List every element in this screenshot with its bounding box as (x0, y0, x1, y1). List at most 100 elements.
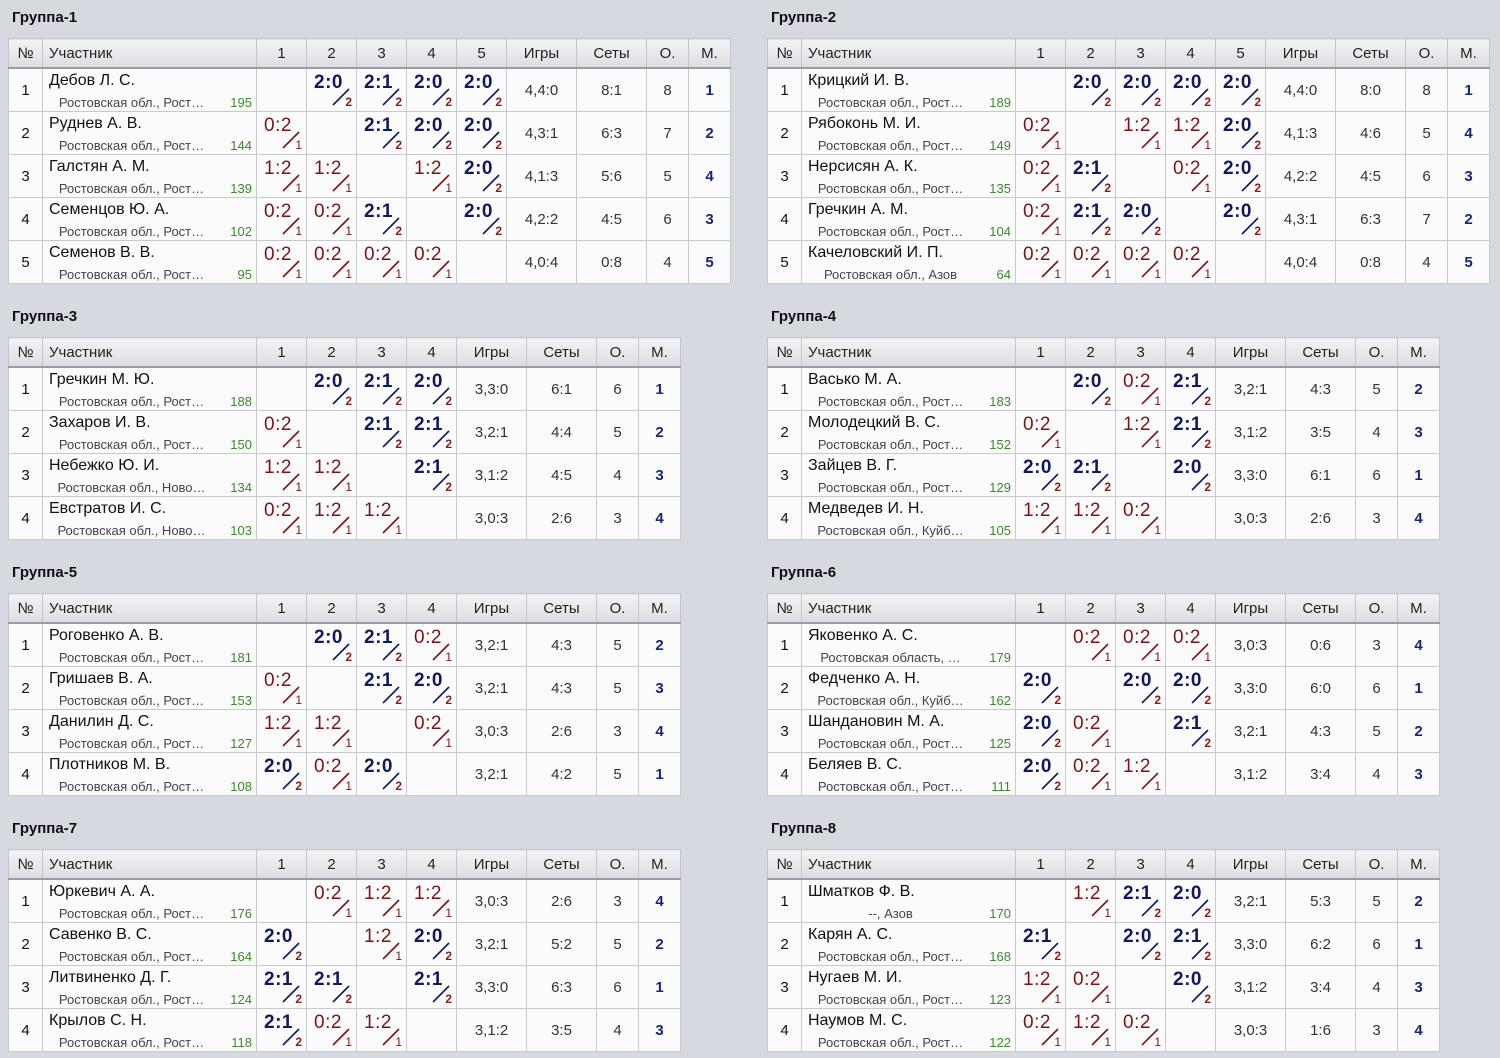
match-result-cell[interactable]: 2:1 2 (356, 410, 407, 454)
match-result-cell[interactable]: 1:2 1 (1065, 1008, 1116, 1052)
header-participant[interactable]: Участник (42, 337, 257, 368)
header-opponent-col[interactable]: 4 (406, 337, 457, 368)
match-result-cell[interactable]: 0:2 1 (306, 1008, 357, 1052)
match-result-cell[interactable]: 2:1 2 (1165, 410, 1216, 454)
player-name[interactable]: Евстратов И. С. (49, 500, 167, 517)
header-no[interactable]: № (767, 849, 802, 880)
match-result-cell[interactable]: 2:0 2 (406, 666, 457, 710)
header-sets[interactable]: Сеты (1285, 593, 1356, 624)
match-result-cell[interactable]: 1:2 1 (1115, 410, 1166, 454)
match-result-cell[interactable]: 1:2 1 (306, 154, 357, 198)
header-sets[interactable]: Сеты (1335, 38, 1406, 69)
header-opponent-col[interactable]: 1 (1015, 849, 1066, 880)
player-name[interactable]: Семенцов Ю. А. (49, 201, 170, 218)
header-opponent-col[interactable]: 1 (256, 593, 307, 624)
header-opponent-col[interactable]: 3 (356, 38, 407, 69)
header-opponent-col[interactable]: 3 (1115, 337, 1166, 368)
match-result-cell[interactable]: 0:2 1 (256, 197, 307, 241)
player-name[interactable]: Захаров И. В. (49, 414, 151, 431)
match-result-cell[interactable]: 1:2 1 (1115, 752, 1166, 796)
player-name[interactable]: Небежко Ю. И. (49, 457, 160, 474)
header-opponent-col[interactable]: 4 (1165, 337, 1216, 368)
player-name[interactable]: Галстян А. М. (49, 158, 150, 175)
match-result-cell[interactable]: 2:0 2 (1065, 366, 1116, 411)
header-sets[interactable]: Сеты (1285, 849, 1356, 880)
match-result-cell[interactable]: 2:0 2 (1165, 67, 1216, 112)
match-result-cell[interactable]: 2:0 2 (1115, 197, 1166, 241)
match-result-cell[interactable]: 0:2 1 (1015, 410, 1066, 454)
header-participant[interactable]: Участник (801, 38, 1016, 69)
match-result-cell[interactable]: 2:0 2 (406, 366, 457, 411)
header-participant[interactable]: Участник (801, 849, 1016, 880)
header-place[interactable]: М. (638, 593, 681, 624)
match-result-cell[interactable]: 2:0 2 (1215, 154, 1266, 198)
match-result-cell[interactable]: 1:2 1 (356, 496, 407, 540)
match-result-cell[interactable]: 0:2 1 (1015, 154, 1066, 198)
match-result-cell[interactable]: 2:1 2 (1065, 197, 1116, 241)
match-result-cell[interactable]: 2:1 2 (1165, 709, 1216, 753)
match-result-cell[interactable]: 2:0 2 (306, 366, 357, 411)
player-name[interactable]: Данилин Д. С. (49, 713, 154, 730)
match-result-cell[interactable]: 2:1 2 (406, 965, 457, 1009)
header-opponent-col[interactable]: 2 (306, 38, 357, 69)
match-result-cell[interactable]: 0:2 1 (1065, 240, 1116, 284)
header-sets[interactable]: Сеты (526, 849, 597, 880)
header-place[interactable]: М. (1397, 849, 1440, 880)
match-result-cell[interactable]: 2:0 2 (1165, 453, 1216, 497)
header-opponent-col[interactable]: 5 (1215, 38, 1266, 69)
player-name[interactable]: Руднев А. В. (49, 115, 142, 132)
header-games[interactable]: Игры (456, 337, 527, 368)
match-result-cell[interactable]: 2:1 2 (356, 67, 407, 112)
header-sets[interactable]: Сеты (526, 593, 597, 624)
match-result-cell[interactable]: 0:2 1 (1065, 965, 1116, 1009)
header-opponent-col[interactable]: 5 (456, 38, 507, 69)
match-result-cell[interactable]: 0:2 1 (1115, 622, 1166, 667)
header-opponent-col[interactable]: 3 (356, 593, 407, 624)
header-no[interactable]: № (8, 849, 43, 880)
match-result-cell[interactable]: 1:2 1 (1065, 496, 1116, 540)
match-result-cell[interactable]: 1:2 1 (306, 709, 357, 753)
header-opponent-col[interactable]: 2 (1065, 849, 1116, 880)
header-opponent-col[interactable]: 1 (1015, 38, 1066, 69)
header-points[interactable]: О. (1355, 593, 1398, 624)
match-result-cell[interactable]: 2:0 2 (1215, 111, 1266, 155)
match-result-cell[interactable]: 2:0 2 (256, 922, 307, 966)
match-result-cell[interactable]: 2:1 2 (356, 111, 407, 155)
match-result-cell[interactable]: 0:2 1 (256, 111, 307, 155)
match-result-cell[interactable]: 0:2 1 (1115, 1008, 1166, 1052)
match-result-cell[interactable]: 2:0 2 (406, 922, 457, 966)
header-opponent-col[interactable]: 2 (1065, 38, 1116, 69)
match-result-cell[interactable]: 2:1 2 (356, 622, 407, 667)
match-result-cell[interactable]: 2:1 2 (356, 666, 407, 710)
header-opponent-col[interactable]: 4 (1165, 593, 1216, 624)
header-points[interactable]: О. (1355, 849, 1398, 880)
match-result-cell[interactable]: 2:0 2 (1065, 67, 1116, 112)
header-games[interactable]: Игры (456, 593, 527, 624)
match-result-cell[interactable]: 2:0 2 (306, 622, 357, 667)
header-no[interactable]: № (8, 38, 43, 69)
player-name[interactable]: Юркевич А. А. (49, 883, 156, 900)
match-result-cell[interactable]: 0:2 1 (1115, 366, 1166, 411)
header-games[interactable]: Игры (1215, 849, 1286, 880)
match-result-cell[interactable]: 0:2 1 (256, 240, 307, 284)
header-opponent-col[interactable]: 1 (1015, 337, 1066, 368)
match-result-cell[interactable]: 0:2 1 (256, 666, 307, 710)
match-result-cell[interactable]: 2:0 2 (1115, 666, 1166, 710)
header-no[interactable]: № (767, 337, 802, 368)
header-no[interactable]: № (8, 337, 43, 368)
match-result-cell[interactable]: 2:0 2 (1015, 453, 1066, 497)
match-result-cell[interactable]: 1:2 1 (406, 154, 457, 198)
header-games[interactable]: Игры (456, 849, 527, 880)
header-no[interactable]: № (767, 38, 802, 69)
match-result-cell[interactable]: 2:0 2 (1215, 67, 1266, 112)
match-result-cell[interactable]: 2:0 2 (1115, 922, 1166, 966)
header-place[interactable]: М. (638, 849, 681, 880)
match-result-cell[interactable]: 1:2 1 (1015, 965, 1066, 1009)
player-name[interactable]: Рябоконь М. И. (808, 115, 921, 132)
header-points[interactable]: О. (1355, 337, 1398, 368)
header-opponent-col[interactable]: 3 (356, 337, 407, 368)
match-result-cell[interactable]: 1:2 1 (406, 878, 457, 923)
match-result-cell[interactable]: 0:2 1 (1065, 752, 1116, 796)
match-result-cell[interactable]: 2:0 2 (456, 197, 507, 241)
player-name[interactable]: Семенов В. В. (49, 244, 155, 261)
